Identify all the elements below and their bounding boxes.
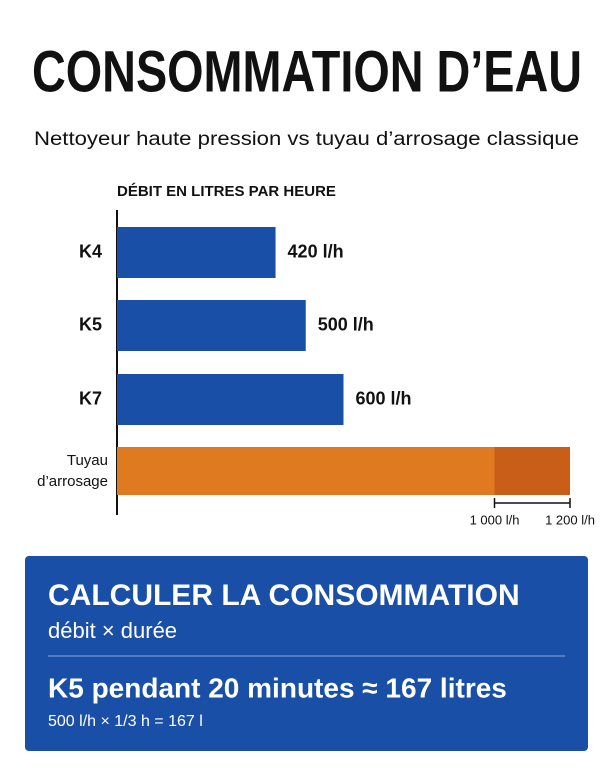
bar — [117, 300, 306, 351]
category-label: d’arrosage — [37, 473, 108, 490]
calc-example: K5 pendant 20 minutes ≈ 167 litres — [48, 672, 507, 703]
x-tick-label: 1 000 l/h — [470, 512, 520, 527]
calc-subtitle: débit × durée — [48, 618, 177, 643]
category-label: K5 — [79, 314, 102, 334]
subtitle: Nettoyeur haute pression vs tuyau d’arro… — [34, 129, 579, 150]
value-label: 600 l/h — [356, 388, 412, 408]
category-label: K7 — [79, 388, 102, 408]
calc-formula: 500 l/h × 1/3 h = 167 l — [48, 713, 203, 730]
calc-box — [25, 556, 588, 751]
calc-title: CALCULER LA CONSOMMATION — [48, 579, 520, 612]
axis-label: DÉBIT EN LITRES PAR HEURE — [117, 183, 336, 200]
category-label: Tuyau — [67, 452, 108, 469]
bar — [117, 227, 276, 278]
value-label: 420 l/h — [288, 241, 344, 261]
hose-bar — [117, 447, 495, 495]
x-tick-label: 1 200 l/h — [545, 512, 595, 527]
category-label: K4 — [79, 241, 102, 261]
title: CONSOMMATION D’EAU — [32, 39, 582, 104]
value-label: 500 l/h — [318, 314, 374, 334]
hose-range — [494, 447, 570, 495]
bar — [117, 374, 344, 425]
